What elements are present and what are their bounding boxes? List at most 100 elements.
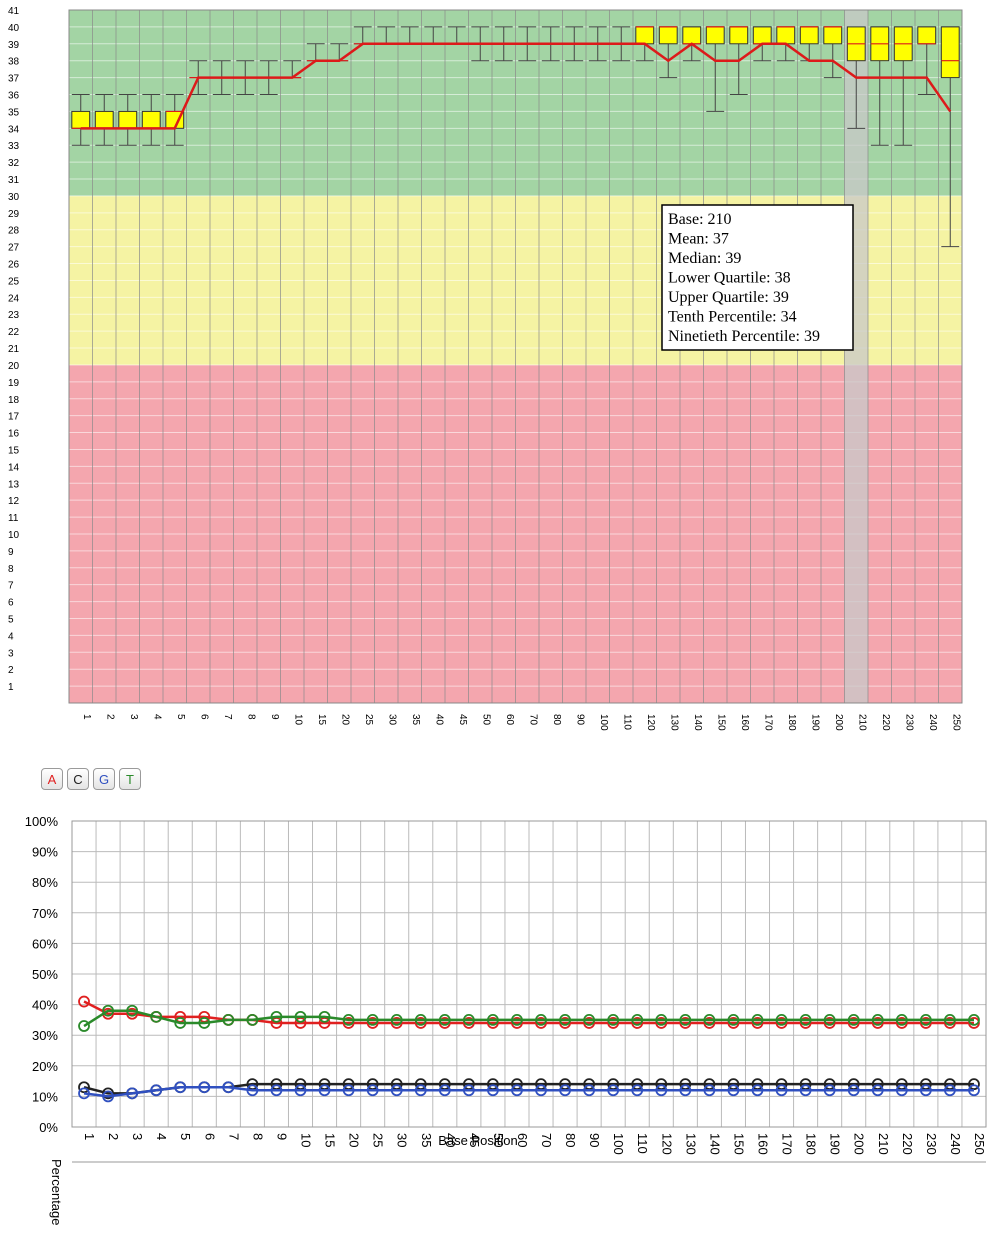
iqr-box bbox=[141, 110, 161, 129]
data-point-t bbox=[968, 1013, 980, 1026]
data-point-g bbox=[487, 1084, 499, 1097]
y-tick-label: 50% bbox=[32, 967, 58, 982]
data-point-t bbox=[126, 1004, 139, 1017]
data-point-g bbox=[895, 1084, 908, 1097]
data-point-g bbox=[246, 1084, 259, 1097]
x-tick-label: 20 bbox=[339, 714, 350, 726]
x-tick-label: 35 bbox=[410, 714, 421, 726]
iqr-box bbox=[752, 26, 772, 45]
y-tick-label: 90% bbox=[32, 845, 58, 860]
x-tick-label: 2 bbox=[106, 1133, 121, 1140]
data-point-t bbox=[174, 1017, 187, 1029]
data-point-t bbox=[655, 1013, 668, 1026]
toggle-c-button[interactable]: C bbox=[67, 768, 89, 790]
iqr-box bbox=[729, 26, 749, 45]
data-point-t bbox=[607, 1013, 620, 1026]
x-tick-label: 180 bbox=[786, 714, 797, 731]
x-tick-label: 130 bbox=[683, 1133, 698, 1155]
y-tick-label: 30% bbox=[32, 1028, 58, 1043]
tooltip-mean: Mean: 37 bbox=[668, 231, 729, 248]
x-tick-label: 80 bbox=[551, 714, 562, 726]
data-point-t bbox=[871, 1013, 884, 1026]
data-point-c bbox=[78, 1081, 90, 1094]
data-point-t bbox=[487, 1013, 499, 1026]
x-tick-label: 130 bbox=[668, 714, 679, 731]
data-point-g bbox=[775, 1084, 788, 1097]
tooltip-ninetieth-percentile: Ninetieth Percentile: 39 bbox=[668, 328, 820, 345]
x-tick-label: 15 bbox=[316, 714, 327, 726]
x-tick-label: 140 bbox=[692, 714, 703, 731]
y-tick-label: 9 bbox=[8, 547, 14, 558]
data-point-t bbox=[78, 1020, 90, 1032]
data-point-g bbox=[511, 1084, 523, 1097]
x-tick-label: 170 bbox=[780, 1133, 795, 1155]
y-tick-label: 27 bbox=[8, 243, 20, 254]
y-tick-label: 13 bbox=[8, 479, 20, 490]
x-tick-label: 210 bbox=[876, 1133, 891, 1155]
data-point-g bbox=[583, 1084, 596, 1097]
data-point-g bbox=[847, 1084, 860, 1097]
data-point-g bbox=[655, 1084, 668, 1097]
data-point-t bbox=[366, 1013, 379, 1026]
y-tick-label: 11 bbox=[8, 513, 19, 524]
x-tick-label: 7 bbox=[222, 714, 233, 720]
series-line-t bbox=[83, 1009, 974, 1028]
toggle-a-button[interactable]: A bbox=[41, 768, 63, 790]
x-tick-label: 100 bbox=[598, 714, 609, 731]
data-point-g bbox=[823, 1084, 836, 1097]
data-point-t bbox=[919, 1013, 932, 1026]
data-point-t bbox=[823, 1013, 836, 1026]
x-tick-label: 250 bbox=[950, 714, 961, 731]
x-tick-label: 25 bbox=[371, 1133, 386, 1147]
x-tick-label: 70 bbox=[527, 714, 538, 726]
x-tick-label: 60 bbox=[515, 1133, 530, 1147]
iqr-box bbox=[94, 110, 114, 129]
x-tick-label: 210 bbox=[856, 714, 867, 731]
data-point-g bbox=[438, 1084, 451, 1097]
y-tick-label: 10 bbox=[8, 530, 20, 541]
x-tick-label: 240 bbox=[948, 1133, 963, 1155]
y-tick-label: 40 bbox=[8, 23, 20, 34]
data-point-t bbox=[102, 1004, 114, 1017]
y-tick-label: 14 bbox=[8, 462, 20, 473]
y-tick-label: 22 bbox=[8, 327, 20, 338]
x-tick-label: 20 bbox=[347, 1133, 362, 1147]
data-point-g bbox=[607, 1084, 620, 1097]
data-point-g bbox=[414, 1084, 427, 1097]
x-tick-label: 8 bbox=[245, 714, 256, 720]
data-point-g bbox=[462, 1084, 475, 1097]
y-tick-label: 21 bbox=[8, 344, 20, 355]
y-tick-label: 5 bbox=[8, 614, 14, 625]
data-point-g bbox=[751, 1084, 764, 1097]
y-tick-label: 32 bbox=[8, 158, 20, 169]
x-tick-label: 2 bbox=[104, 714, 115, 720]
y-tick-label: 35 bbox=[8, 107, 20, 118]
data-point-t bbox=[198, 1017, 211, 1029]
data-point-g bbox=[366, 1084, 379, 1097]
tooltip-upper-quartile: Upper Quartile: 39 bbox=[668, 289, 789, 306]
base-content-line-chart: 0%10%20%30%40%50%60%70%80%90%100%1 2 3 4 5 6 7… bbox=[25, 814, 987, 1226]
y-tick-label: 41 bbox=[8, 6, 20, 17]
toggle-t-button[interactable]: T bbox=[119, 768, 141, 790]
mean-line bbox=[80, 42, 952, 130]
iqr-box bbox=[71, 110, 91, 129]
toggle-g-button[interactable]: G bbox=[93, 768, 115, 790]
y-tick-label: 28 bbox=[8, 226, 20, 237]
data-point-t bbox=[318, 1010, 331, 1023]
tooltip-lower-quartile: Lower Quartile: 38 bbox=[668, 270, 791, 287]
data-point-g bbox=[871, 1084, 884, 1097]
x-tick-label: 4 bbox=[151, 714, 162, 720]
y-tick-label: 20 bbox=[8, 361, 20, 372]
data-point-t bbox=[583, 1013, 596, 1026]
data-point-t bbox=[631, 1013, 644, 1026]
data-point-t bbox=[342, 1013, 355, 1026]
y-axis-label: Percentage bbox=[49, 1159, 64, 1226]
x-tick-label: 120 bbox=[659, 1133, 674, 1155]
y-tick-label: 2 bbox=[8, 665, 14, 676]
data-point-t bbox=[511, 1013, 523, 1026]
x-tick-label: 15 bbox=[323, 1133, 338, 1147]
x-tick-label: 220 bbox=[880, 714, 891, 731]
data-point-t bbox=[462, 1013, 475, 1026]
x-tick-label: 6 bbox=[198, 714, 209, 720]
data-point-t bbox=[895, 1013, 908, 1026]
